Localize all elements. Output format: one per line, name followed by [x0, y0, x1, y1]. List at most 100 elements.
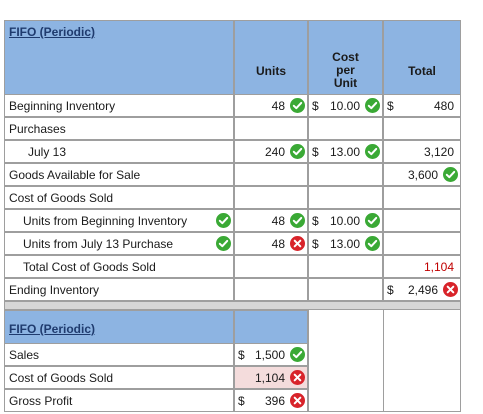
label-text: Cost of Goods Sold — [9, 190, 114, 205]
label-text: Beginning Inventory — [9, 98, 116, 113]
units-beginning-units-input[interactable]: 48 — [234, 209, 308, 232]
dollar-sign: $ — [387, 98, 394, 113]
empty-cell — [234, 163, 308, 186]
check-circle-icon — [365, 143, 380, 159]
value-text: 1,104 — [254, 370, 285, 385]
label-text: Cost of Goods Sold — [9, 370, 114, 385]
label-text: Ending Inventory — [9, 282, 100, 297]
value-text: 48 — [271, 213, 285, 228]
july13-cost-input[interactable]: $ 13.00 — [308, 140, 383, 163]
empty-cell — [383, 389, 461, 412]
total-header: Total — [408, 64, 436, 78]
empty-cell — [308, 117, 383, 140]
x-circle-icon — [290, 392, 305, 408]
july13-units-input[interactable]: 240 — [234, 140, 308, 163]
check-circle-icon — [290, 143, 305, 159]
label-text: Total Cost of Goods Sold — [23, 259, 156, 274]
empty-cell — [383, 343, 461, 366]
check-circle-icon — [216, 212, 231, 228]
empty-cell — [308, 255, 383, 278]
empty-cell — [383, 209, 461, 232]
value-text: 48 — [271, 236, 285, 251]
value-text: 13.00 — [329, 236, 360, 251]
label-text: Gross Profit — [9, 393, 73, 408]
empty-cell — [308, 343, 383, 366]
row-beginning-inventory-label: Beginning Inventory — [4, 94, 234, 117]
x-circle-icon — [290, 369, 305, 385]
check-circle-icon — [290, 97, 305, 113]
dollar-sign: $ — [312, 98, 319, 113]
check-circle-icon — [365, 212, 380, 228]
label-text: Purchases — [9, 121, 66, 136]
value-text: 13.00 — [329, 144, 360, 159]
check-circle-icon — [216, 235, 231, 251]
empty-cell — [234, 186, 308, 209]
row-gross-profit-label: Gross Profit — [4, 389, 234, 412]
header-units-cell: Units — [234, 20, 308, 99]
section2-title: FIFO (Periodic) — [9, 322, 96, 336]
row-purchases-label: Purchases — [4, 117, 234, 140]
units-beginning-cost-input[interactable]: $ 10.00 — [308, 209, 383, 232]
units-july13-cost-input[interactable]: $ 13.00 — [308, 232, 383, 255]
label-text: Sales — [9, 347, 40, 362]
check-circle-icon — [365, 97, 380, 113]
empty-cell — [383, 117, 461, 140]
row-ending-inventory-label: Ending Inventory — [4, 278, 234, 301]
label-text: Goods Available for Sale — [9, 167, 141, 182]
empty-cell — [308, 186, 383, 209]
value-text: 2,496 — [407, 282, 438, 297]
x-circle-icon — [290, 235, 305, 251]
header-cost-cell: Cost per Unit — [308, 20, 383, 99]
section-title: FIFO (Periodic) — [9, 25, 96, 39]
value-text: 10.00 — [329, 98, 360, 113]
header-label-cell: FIFO (Periodic) — [4, 20, 234, 99]
gross-profit-input[interactable]: $ 396 — [234, 389, 308, 412]
beginning-total-cell: $ 480 — [383, 94, 461, 117]
units-july13-units-input[interactable]: 48 — [234, 232, 308, 255]
row-cogs-heading-label: Cost of Goods Sold — [4, 186, 234, 209]
value-text: 48 — [271, 98, 285, 113]
beginning-units-input[interactable]: 48 — [234, 94, 308, 117]
empty-cell — [308, 278, 383, 301]
row-july13-label: July 13 — [4, 140, 234, 163]
total-cogs-cell: 1,104 — [383, 255, 461, 278]
empty-cell — [308, 389, 383, 412]
cogs-input[interactable]: 1,104 — [234, 366, 308, 389]
dollar-sign: $ — [238, 393, 245, 408]
units-july13-label-select[interactable]: Units from July 13 Purchase — [4, 232, 234, 255]
beginning-cost-input[interactable]: $ 10.00 — [308, 94, 383, 117]
dollar-sign: $ — [312, 144, 319, 159]
sales-input[interactable]: $ 1,500 — [234, 343, 308, 366]
label-text: July 13 — [28, 144, 67, 159]
row-cogs-label: Cost of Goods Sold — [4, 366, 234, 389]
check-circle-icon — [290, 346, 305, 362]
value-text: 3,600 — [407, 167, 438, 182]
value-text: 1,500 — [254, 347, 285, 362]
ending-inventory-total-input[interactable]: $ 2,496 — [383, 278, 461, 301]
value-text: 396 — [264, 393, 285, 408]
row-total-cogs-label: Total Cost of Goods Sold — [4, 255, 234, 278]
section-divider — [4, 301, 461, 310]
header-total-cell: Total — [383, 20, 461, 99]
empty-cell — [383, 186, 461, 209]
dollar-sign: $ — [312, 236, 319, 251]
section2-header-cell: FIFO (Periodic) — [4, 310, 234, 346]
july13-total-cell: 3,120 — [383, 140, 461, 163]
units-beginning-label-select[interactable]: Units from Beginning Inventory — [4, 209, 234, 232]
check-circle-icon — [443, 166, 458, 182]
empty-cell — [234, 255, 308, 278]
empty-cell — [383, 310, 461, 346]
empty-cell — [234, 117, 308, 140]
empty-cell — [308, 366, 383, 389]
empty-cell — [234, 278, 308, 301]
value-text: 1,104 — [423, 259, 454, 274]
empty-cell — [383, 232, 461, 255]
goods-available-total-input[interactable]: 3,600 — [383, 163, 461, 186]
value-text: 3,120 — [423, 144, 454, 159]
empty-cell — [383, 366, 461, 389]
empty-cell — [308, 310, 383, 346]
row-sales-label: Sales — [4, 343, 234, 366]
row-goods-available-label: Goods Available for Sale — [4, 163, 234, 186]
x-circle-icon — [443, 281, 458, 297]
dollar-sign: $ — [387, 282, 394, 297]
